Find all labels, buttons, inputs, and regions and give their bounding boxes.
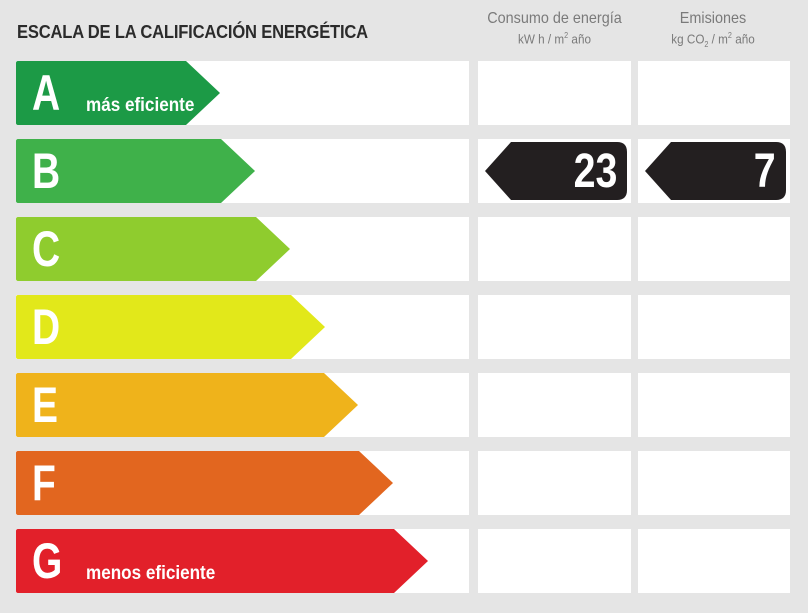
rating-letter: D xyxy=(32,299,61,355)
rating-arrow-f: F xyxy=(16,451,393,515)
consumo-cell xyxy=(478,217,631,281)
rating-arrow-e: E xyxy=(16,373,358,437)
consumo-column-header: Consumo de energía kW h / m2 año xyxy=(478,10,631,46)
rating-row-c: C xyxy=(0,217,808,281)
emisiones-cell xyxy=(638,451,790,515)
rating-arrow-d: D xyxy=(16,295,325,359)
consumo-unit: kW h / m2 año xyxy=(518,31,591,47)
rating-row-e: E xyxy=(0,373,808,437)
emisiones-badge-value: 7 xyxy=(754,145,776,198)
rating-row-b: B 23 7 xyxy=(0,139,808,203)
consumo-cell xyxy=(478,373,631,437)
rating-letter: A xyxy=(32,65,61,121)
rating-arrow-b: B xyxy=(16,139,255,203)
consumo-label: Consumo de energía xyxy=(487,10,622,27)
rating-letter: G xyxy=(32,533,63,589)
rating-caption: más eficiente xyxy=(86,95,195,116)
consumo-cell xyxy=(478,61,631,125)
consumo-cell xyxy=(478,529,631,593)
consumo-cell xyxy=(478,451,631,515)
rating-letter: B xyxy=(32,143,61,199)
emisiones-cell xyxy=(638,373,790,437)
rating-letter: F xyxy=(32,455,56,511)
rating-caption: menos eficiente xyxy=(86,563,216,584)
emisiones-unit: kg CO2 / m2 año xyxy=(671,31,755,49)
consumo-badge: 23 xyxy=(485,142,627,200)
emisiones-cell xyxy=(638,61,790,125)
emisiones-column-header: Emisiones kg CO2 / m2 año xyxy=(638,10,788,49)
page-title: ESCALA DE LA CALIFICACIÓN ENERGÉTICA xyxy=(17,22,368,42)
emisiones-cell xyxy=(638,295,790,359)
consumo-cell xyxy=(478,295,631,359)
emisiones-cell xyxy=(638,217,790,281)
rating-arrow-c: C xyxy=(16,217,290,281)
emisiones-badge: 7 xyxy=(645,142,786,200)
emisiones-label: Emisiones xyxy=(679,10,747,27)
rating-letter: E xyxy=(32,377,59,433)
rating-row-d: D xyxy=(0,295,808,359)
emisiones-cell xyxy=(638,529,790,593)
rating-letter: C xyxy=(32,221,61,277)
consumo-badge-value: 23 xyxy=(573,145,617,198)
rating-row-f: F xyxy=(0,451,808,515)
